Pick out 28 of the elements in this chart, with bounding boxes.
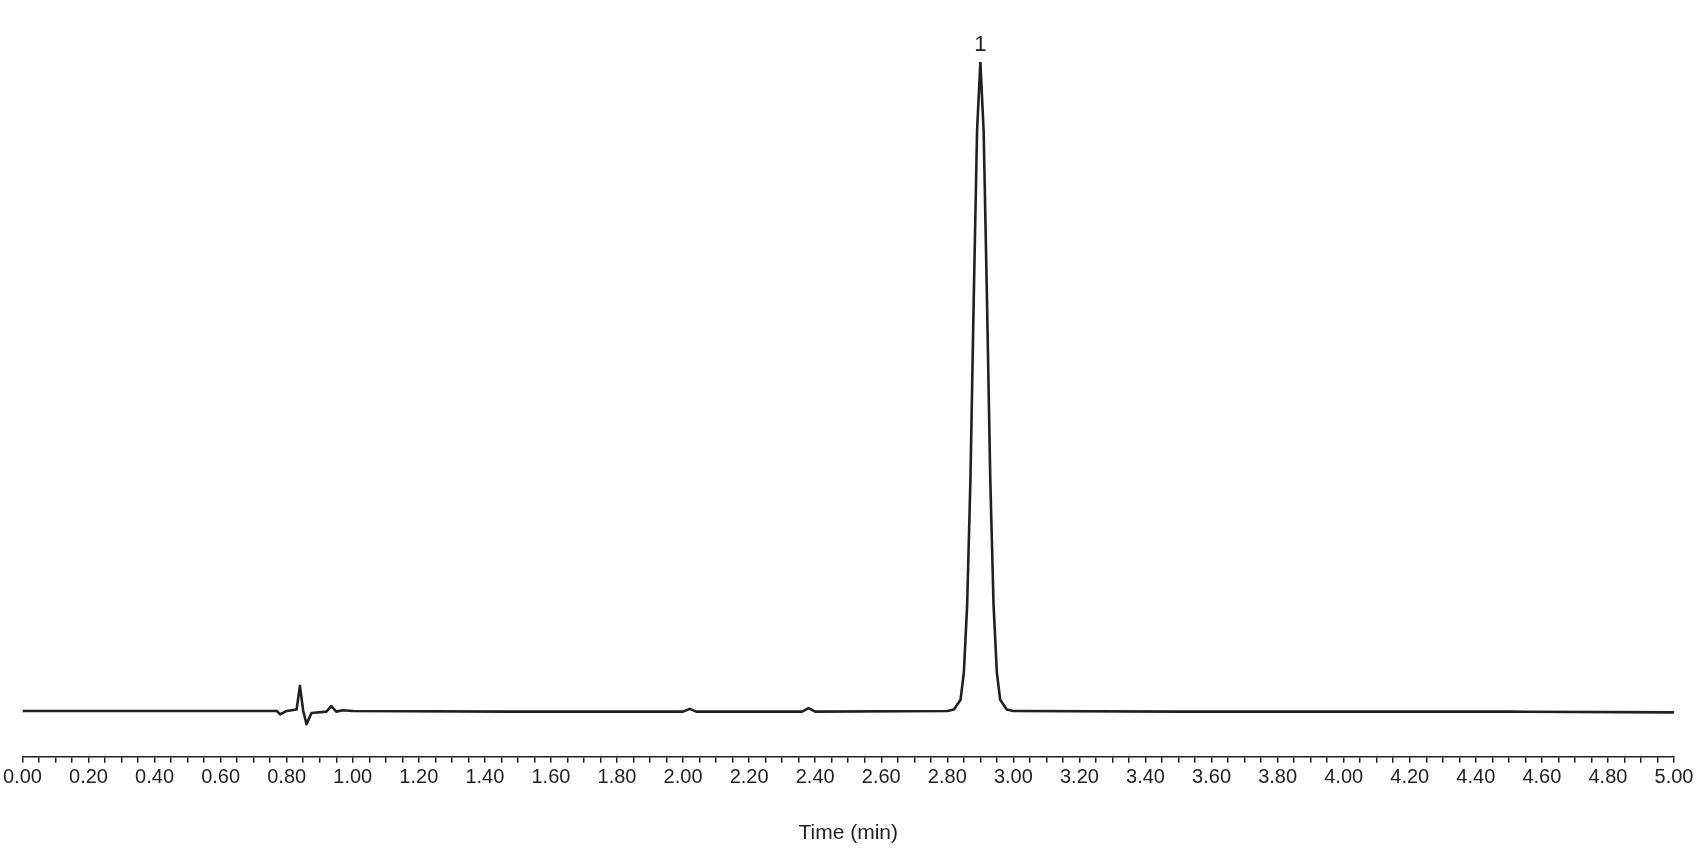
x-tick-label: 4.00 bbox=[1324, 765, 1364, 788]
x-axis-title: Time (min) bbox=[798, 820, 898, 844]
x-tick-label: 1.20 bbox=[399, 765, 439, 788]
x-tick-label: 3.60 bbox=[1192, 765, 1232, 788]
x-tick-label: 4.40 bbox=[1456, 765, 1496, 788]
x-tick-label: 4.80 bbox=[1588, 765, 1628, 788]
x-tick-label: 0.80 bbox=[267, 765, 307, 788]
x-tick-label: 5.00 bbox=[1654, 765, 1694, 788]
annotation: 1 bbox=[974, 31, 987, 57]
x-tick-label: 3.40 bbox=[1126, 765, 1165, 788]
x-tick-label: 2.60 bbox=[861, 765, 901, 788]
x-tick-label: 3.80 bbox=[1258, 765, 1298, 788]
x-tick-label: 2.80 bbox=[927, 765, 967, 788]
x-tick-label: 3.20 bbox=[1059, 765, 1099, 788]
x-tick-label: 1.00 bbox=[333, 765, 373, 788]
x-tick-label: 0.00 bbox=[2, 765, 42, 788]
x-tick-label: 1.80 bbox=[597, 765, 637, 788]
x-tick-label: 2.40 bbox=[795, 765, 835, 788]
x-tick-label: 0.60 bbox=[201, 765, 241, 788]
x-tick-label: 3.00 bbox=[993, 765, 1033, 788]
x-tick-label: 4.20 bbox=[1390, 765, 1430, 788]
x-tick-label: 1.60 bbox=[531, 765, 571, 788]
x-tick-label: 2.00 bbox=[663, 765, 703, 788]
x-tick-label: 2.20 bbox=[729, 765, 769, 788]
x-tick-label: 0.40 bbox=[135, 765, 175, 788]
x-tick-label: 4.60 bbox=[1522, 765, 1562, 788]
x-tick-label: 1.40 bbox=[465, 765, 505, 788]
x-tick-label: 0.20 bbox=[69, 765, 108, 788]
